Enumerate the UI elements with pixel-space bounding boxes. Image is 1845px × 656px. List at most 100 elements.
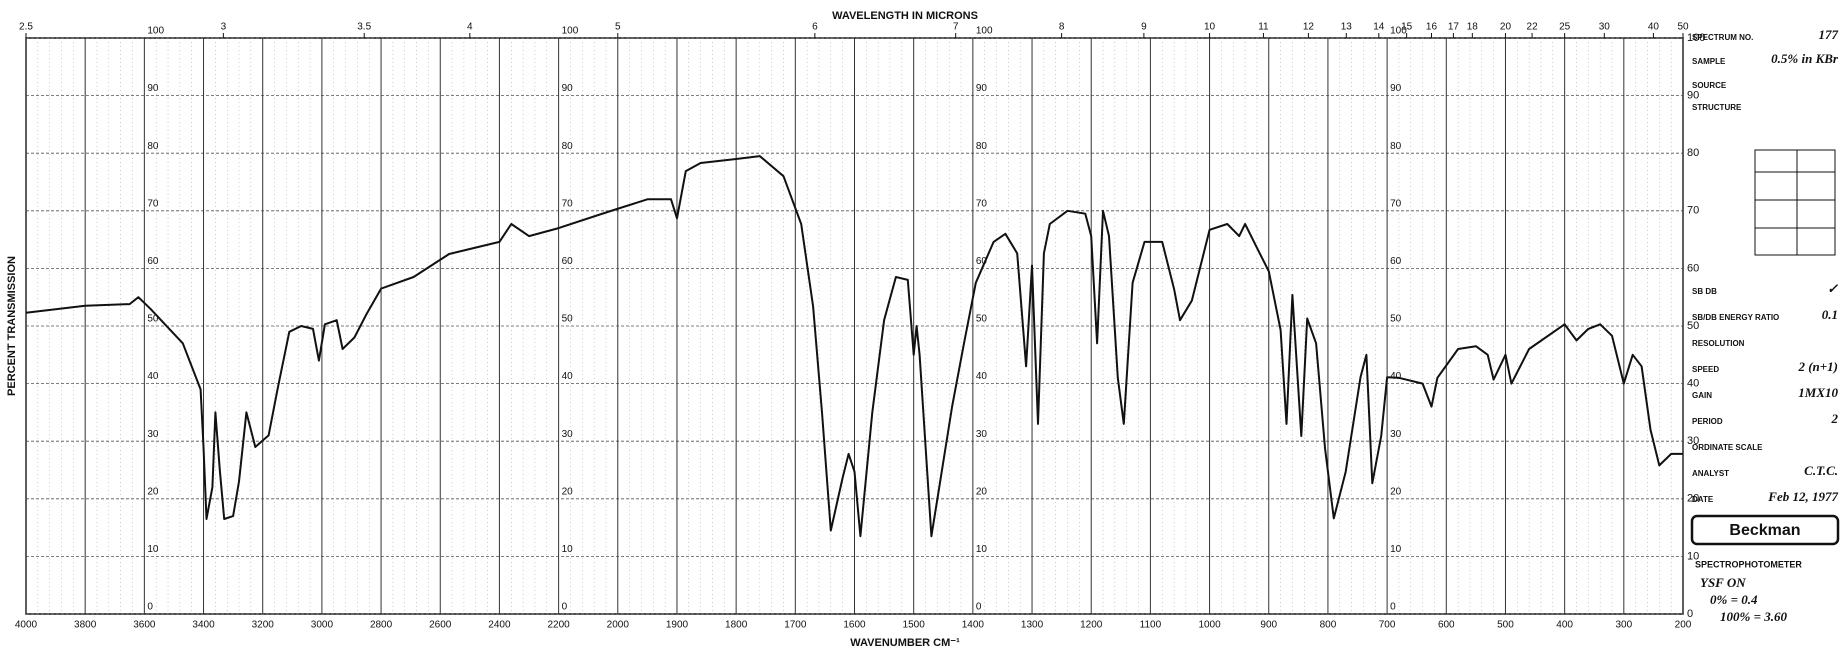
x2-tick-label: 40 bbox=[1648, 22, 1660, 33]
x2-tick-label: 7 bbox=[953, 22, 959, 33]
y-tick-label: 0 bbox=[562, 602, 568, 613]
field-label: SPECTRUM NO. bbox=[1692, 33, 1753, 42]
instrument: SPECTROPHOTOMETER bbox=[1695, 559, 1802, 569]
x-tick-label: 1600 bbox=[843, 620, 866, 631]
y-tick-label: 90 bbox=[147, 83, 159, 94]
y-tick-label: 30 bbox=[562, 429, 574, 440]
x-tick-label: 1900 bbox=[666, 620, 689, 631]
y-tick-label: 10 bbox=[562, 544, 574, 555]
y-tick-label: 50 bbox=[1390, 314, 1402, 325]
y-tick-label: 30 bbox=[976, 429, 988, 440]
y-tick-label: 10 bbox=[976, 544, 988, 555]
x2-tick-label: 17 bbox=[1448, 22, 1460, 33]
x-tick-label: 1300 bbox=[1021, 620, 1044, 631]
x2-tick-label: 13 bbox=[1341, 22, 1353, 33]
y-tick-label: 20 bbox=[976, 486, 988, 497]
y-tick-label: 100 bbox=[562, 26, 579, 37]
y-tick-label: 60 bbox=[562, 256, 574, 267]
x-tick-label: 900 bbox=[1260, 620, 1277, 631]
x-tick-label: 2200 bbox=[547, 620, 570, 631]
y-tick-label: 0 bbox=[1390, 602, 1396, 613]
y-tick-label: 50 bbox=[976, 314, 988, 325]
field-value: 0.1 bbox=[1822, 307, 1838, 322]
y-tick-label: 50 bbox=[562, 314, 574, 325]
x-tick-label: 3400 bbox=[192, 620, 215, 631]
x2-tick-label: 3 bbox=[221, 22, 227, 33]
y-tick-label: 60 bbox=[976, 256, 988, 267]
field-value: 0.5% in KBr bbox=[1771, 51, 1839, 66]
x-tick-label: 800 bbox=[1320, 620, 1337, 631]
x2-tick-label: 4 bbox=[467, 22, 473, 33]
x-tick-label: 2800 bbox=[370, 620, 393, 631]
y-tick-label: 80 bbox=[147, 141, 159, 152]
y-tick-label: 100 bbox=[1390, 26, 1407, 37]
x2-tick-label: 30 bbox=[1599, 22, 1611, 33]
y-tick-label: 100 bbox=[976, 26, 993, 37]
field-label: RESOLUTION bbox=[1692, 339, 1745, 348]
x2-tick-label: 6 bbox=[812, 22, 818, 33]
field-value: ✓ bbox=[1827, 281, 1839, 296]
y-tick-label: 100 bbox=[147, 26, 164, 37]
x-tick-label: 400 bbox=[1556, 620, 1573, 631]
field-label: SAMPLE bbox=[1692, 57, 1726, 66]
y-tick-label: 60 bbox=[1687, 262, 1699, 274]
y-tick-label: 30 bbox=[147, 429, 159, 440]
x-axis-label: WAVENUMBER CM⁻¹ bbox=[850, 637, 960, 649]
y-tick-label: 20 bbox=[562, 486, 574, 497]
y-tick-label: 10 bbox=[1390, 544, 1402, 555]
x-tick-label: 1000 bbox=[1198, 620, 1221, 631]
y-tick-label: 70 bbox=[562, 198, 574, 209]
field-value: C.T.C. bbox=[1804, 463, 1838, 478]
field-label: PERIOD bbox=[1692, 417, 1723, 426]
handwritten-note: 0% = 0.4 bbox=[1710, 592, 1758, 607]
x2-tick-label: 11 bbox=[1258, 22, 1269, 33]
x-tick-label: 500 bbox=[1497, 620, 1514, 631]
handwritten-note: 100% = 3.60 bbox=[1720, 609, 1787, 624]
field-value: 1MX10 bbox=[1798, 385, 1838, 400]
x-tick-label: 1500 bbox=[903, 620, 926, 631]
y-tick-label: 70 bbox=[147, 198, 159, 209]
y-tick-label: 0 bbox=[1687, 608, 1693, 620]
y-tick-label: 20 bbox=[147, 486, 159, 497]
y-tick-label: 0 bbox=[976, 602, 982, 613]
x-tick-label: 3600 bbox=[133, 620, 156, 631]
y-tick-label: 40 bbox=[147, 371, 159, 382]
x2-tick-label: 12 bbox=[1303, 22, 1315, 33]
x-tick-label: 700 bbox=[1379, 620, 1396, 631]
x2-tick-label: 50 bbox=[1677, 22, 1689, 33]
y-tick-label: 10 bbox=[147, 544, 159, 555]
field-label: SPEED bbox=[1692, 365, 1719, 374]
field-label: ORDINATE SCALE bbox=[1692, 443, 1763, 452]
x2-tick-label: 20 bbox=[1500, 22, 1512, 33]
field-label: ANALYST bbox=[1692, 469, 1729, 478]
x2-tick-label: 22 bbox=[1527, 22, 1539, 33]
x-tick-label: 1100 bbox=[1140, 620, 1162, 631]
x-tick-label: 2000 bbox=[607, 620, 630, 631]
field-label: STRUCTURE bbox=[1692, 103, 1742, 112]
y-tick-label: 40 bbox=[976, 371, 988, 382]
x-tick-label: 2400 bbox=[488, 620, 511, 631]
y-tick-label: 80 bbox=[1687, 147, 1699, 159]
x-tick-label: 200 bbox=[1675, 620, 1692, 631]
x-tick-label: 3800 bbox=[74, 620, 97, 631]
field-label: SOURCE bbox=[1692, 81, 1727, 90]
x2-tick-label: 10 bbox=[1204, 22, 1216, 33]
x-tick-label: 1200 bbox=[1080, 620, 1103, 631]
x2-tick-label: 16 bbox=[1426, 22, 1438, 33]
y-tick-label: 40 bbox=[1687, 378, 1699, 390]
y-tick-label: 30 bbox=[1687, 435, 1699, 447]
field-value: Feb 12, 1977 bbox=[1767, 489, 1838, 504]
x-tick-label: 4000 bbox=[15, 620, 38, 631]
y-tick-label: 70 bbox=[1687, 205, 1699, 217]
y-tick-label: 20 bbox=[1390, 486, 1402, 497]
x-tick-label: 1800 bbox=[725, 620, 748, 631]
y-tick-label: 60 bbox=[147, 256, 159, 267]
field-value: 2 (n+1) bbox=[1797, 359, 1838, 374]
y-tick-label: 60 bbox=[1390, 256, 1402, 267]
x-tick-label: 600 bbox=[1438, 620, 1455, 631]
x2-tick-label: 14 bbox=[1373, 22, 1385, 33]
chart-title: WAVELENGTH IN MICRONS bbox=[832, 10, 978, 22]
